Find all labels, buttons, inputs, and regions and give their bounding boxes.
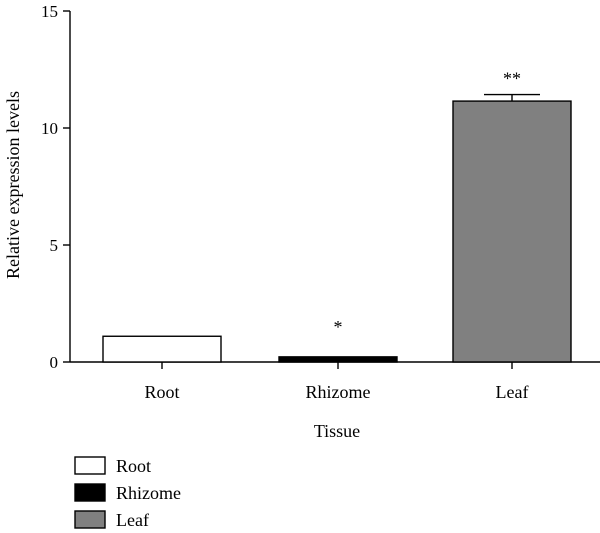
y-axis: 0 5 10 15 bbox=[41, 2, 70, 372]
significance-label: * bbox=[334, 317, 343, 337]
x-axis: Root Rhizome Leaf bbox=[70, 362, 600, 402]
legend-label-leaf: Leaf bbox=[116, 510, 149, 530]
legend-swatch-root bbox=[75, 457, 105, 474]
significance-label: ** bbox=[503, 69, 521, 89]
bar-rhizome bbox=[279, 357, 397, 362]
legend: Root Rhizome Leaf bbox=[75, 456, 181, 530]
y-tick-label: 10 bbox=[41, 119, 58, 138]
bar-leaf bbox=[453, 101, 571, 362]
legend-label-root: Root bbox=[116, 456, 151, 476]
x-tick-label: Rhizome bbox=[306, 382, 371, 402]
x-tick-label: Root bbox=[144, 382, 179, 402]
legend-swatch-leaf bbox=[75, 511, 105, 528]
y-axis-title: Relative expression levels bbox=[3, 91, 23, 279]
y-tick-label: 15 bbox=[41, 2, 58, 21]
y-tick-label: 0 bbox=[50, 353, 59, 372]
x-axis-title: Tissue bbox=[314, 421, 360, 441]
x-tick-label: Leaf bbox=[496, 382, 529, 402]
legend-swatch-rhizome bbox=[75, 484, 105, 501]
legend-label-rhizome: Rhizome bbox=[116, 483, 181, 503]
bar-root bbox=[103, 336, 221, 362]
y-tick-label: 5 bbox=[50, 236, 59, 255]
